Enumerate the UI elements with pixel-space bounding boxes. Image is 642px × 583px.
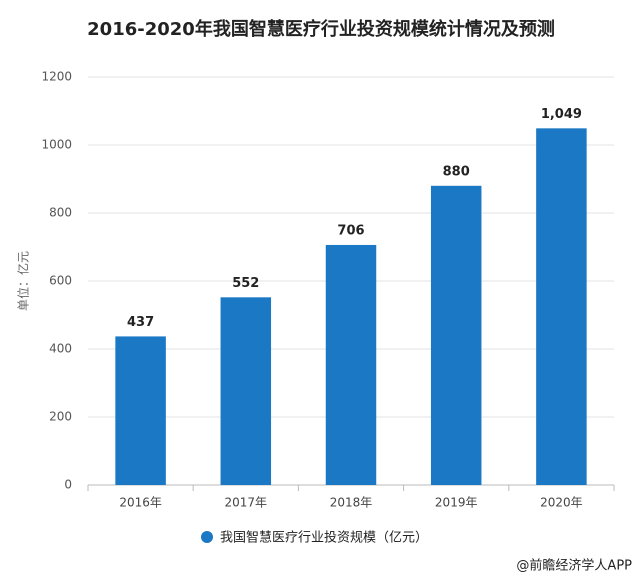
y-tick-label: 200 xyxy=(49,410,72,424)
value-label: 552 xyxy=(232,276,259,291)
y-tick-label: 400 xyxy=(49,342,72,356)
chart-title: 2016-2020年我国智慧医疗行业投资规模统计情况及预测 xyxy=(87,18,555,40)
legend-label: 我国智慧医疗行业投资规模（亿元） xyxy=(220,530,428,546)
x-tick-label: 2016年 xyxy=(119,496,162,510)
bar xyxy=(220,297,272,485)
bar xyxy=(430,185,482,486)
bar xyxy=(115,336,166,485)
x-tick-label: 2020年 xyxy=(540,496,583,510)
y-tick-label: 0 xyxy=(64,478,72,492)
y-tick-label: 600 xyxy=(49,274,72,288)
y-tick-label: 800 xyxy=(49,206,72,220)
value-label: 1,049 xyxy=(541,107,582,122)
value-label: 706 xyxy=(337,223,364,238)
legend-marker xyxy=(201,531,213,543)
x-tick-label: 2017年 xyxy=(225,496,268,510)
y-tick-label: 1000 xyxy=(41,138,72,152)
value-label: 880 xyxy=(443,164,470,179)
y-tick-label: 1200 xyxy=(41,70,72,84)
x-tick-label: 2019年 xyxy=(435,496,478,510)
bar xyxy=(536,128,587,485)
x-tick-label: 2018年 xyxy=(330,496,373,510)
source: @前瞻经济学人APP xyxy=(516,558,632,574)
value-label: 437 xyxy=(127,315,154,330)
y-axis-label: 单位：亿元 xyxy=(16,251,31,311)
bar xyxy=(325,244,377,485)
